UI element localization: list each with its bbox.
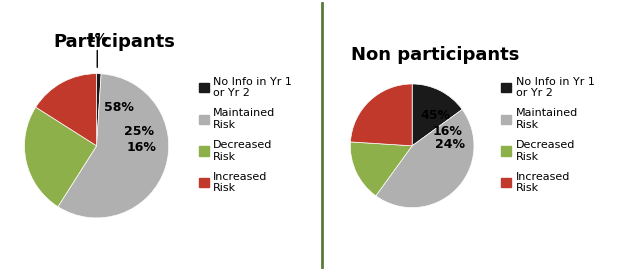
Title: Non participants: Non participants <box>351 46 520 64</box>
Text: 45%: 45% <box>421 109 451 122</box>
Text: 16%: 16% <box>126 141 156 154</box>
Legend: No Info in Yr 1
or Yr 2, Maintained
Risk, Decreased
Risk, Increased
Risk: No Info in Yr 1 or Yr 2, Maintained Risk… <box>502 77 595 193</box>
Title: Participants: Participants <box>53 33 176 51</box>
Wedge shape <box>97 74 101 146</box>
Wedge shape <box>412 84 462 146</box>
Text: 16%: 16% <box>433 125 462 138</box>
Text: 25%: 25% <box>124 125 154 138</box>
Wedge shape <box>24 107 97 207</box>
Wedge shape <box>350 84 412 146</box>
Wedge shape <box>35 74 97 146</box>
Text: 24%: 24% <box>435 138 466 151</box>
Wedge shape <box>350 142 412 196</box>
Text: 1%: 1% <box>87 32 108 67</box>
Wedge shape <box>376 109 474 208</box>
Wedge shape <box>58 74 169 218</box>
Legend: No Info in Yr 1
or Yr 2, Maintained
Risk, Decreased
Risk, Increased
Risk: No Info in Yr 1 or Yr 2, Maintained Risk… <box>199 77 292 193</box>
Text: 58%: 58% <box>104 100 134 114</box>
